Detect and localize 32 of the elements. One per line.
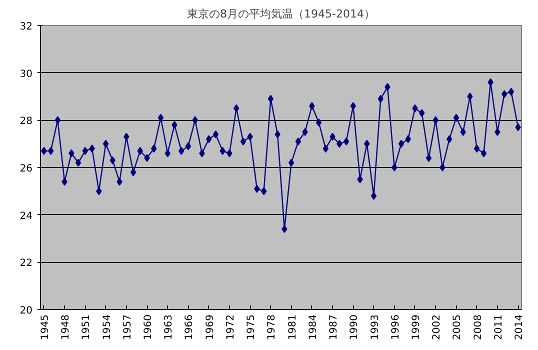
chart-title: 東京の8月の平均気温（1945-2014） xyxy=(187,8,375,20)
x-tick-label: 1975 xyxy=(246,314,258,340)
y-tick-label: 28 xyxy=(20,116,33,128)
x-tick-label: 1984 xyxy=(308,314,319,340)
x-tick-label: 1948 xyxy=(60,314,72,340)
y-tick-label: 20 xyxy=(20,306,33,316)
x-tick-label: 1996 xyxy=(390,314,402,340)
x-tick-label: 2008 xyxy=(472,314,484,340)
x-tick-label: 1981 xyxy=(287,314,298,340)
x-tick-label: 1945 xyxy=(40,314,51,340)
y-tick-label: 22 xyxy=(20,258,33,270)
x-tick-label: 2002 xyxy=(432,314,443,340)
x-tick-label: 2014 xyxy=(514,314,526,340)
x-tick-label: 1951 xyxy=(81,314,92,340)
x-tick-label: 1972 xyxy=(225,314,236,340)
y-tick-label: 24 xyxy=(20,210,33,222)
x-tick-label: 1978 xyxy=(266,314,278,340)
x-tick-label: 1957 xyxy=(122,314,134,340)
x-tick-label: 1990 xyxy=(349,314,360,340)
x-tick-label: 2005 xyxy=(452,314,464,340)
x-tick-label: 1999 xyxy=(410,314,422,340)
x-tick-label: 1993 xyxy=(370,314,381,340)
x-tick-label: 1966 xyxy=(184,314,196,340)
y-tick-label: 26 xyxy=(20,164,33,174)
x-tick-label: 1963 xyxy=(164,314,175,340)
y-tick-label: 30 xyxy=(20,68,33,80)
y-tick-label: 32 xyxy=(20,22,33,32)
x-tick-label: 1987 xyxy=(328,314,340,340)
x-tick-label: 1960 xyxy=(143,314,154,340)
x-tick-label: 1969 xyxy=(204,314,216,340)
x-tick-label: 2011 xyxy=(493,314,504,340)
x-tick-label: 1954 xyxy=(102,314,113,340)
